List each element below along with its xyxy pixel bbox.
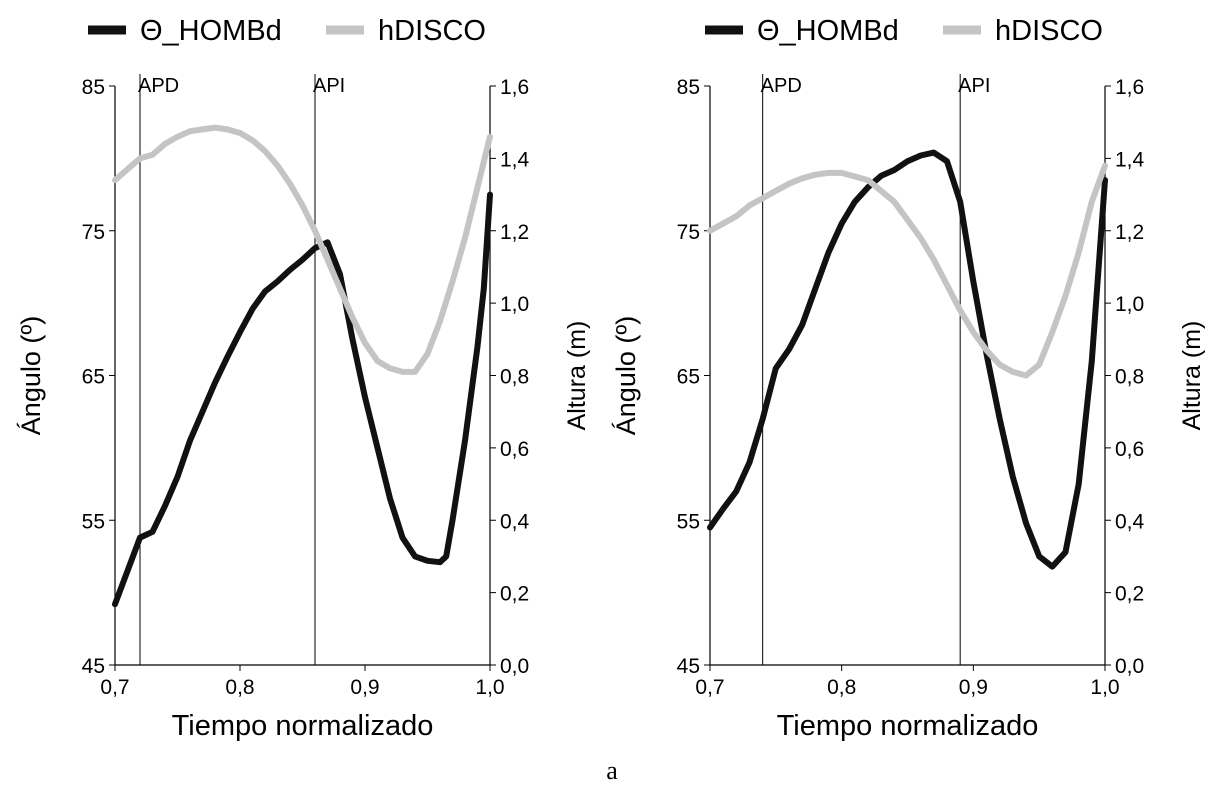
- x-tick-label: 1,0: [1090, 676, 1119, 699]
- right-y-tick-label: 0,8: [1115, 366, 1144, 389]
- x-tick-label: 0,9: [959, 676, 988, 699]
- legend-label: Θ_HOMBd: [140, 15, 282, 47]
- legend-label: Θ_HOMBd: [757, 15, 899, 47]
- right-y-tick-label: 1,2: [1115, 221, 1144, 244]
- right-y-tick-label: 0,0: [1115, 655, 1144, 678]
- left-y-tick-label: 45: [82, 655, 105, 678]
- right-y-tick-label: 0,6: [500, 438, 529, 461]
- left-y-axis-title: Ángulo (º): [611, 316, 641, 435]
- left-y-axis-title: Ángulo (º): [16, 316, 46, 435]
- x-axis-title: Tiempo normalizado: [172, 710, 434, 742]
- right-y-tick-label: 0,2: [1115, 583, 1144, 606]
- marker-label-apd: APD: [138, 75, 179, 97]
- x-tick-label: 0,9: [350, 676, 379, 699]
- marker-label-api: API: [958, 75, 990, 97]
- x-tick-label: 0,7: [695, 676, 724, 699]
- left-y-tick-label: 75: [82, 221, 105, 244]
- left-y-tick-label: 85: [82, 76, 105, 99]
- right-y-tick-label: 1,2: [500, 221, 529, 244]
- left-y-tick-label: 65: [82, 366, 105, 389]
- figure-label: a: [606, 756, 618, 785]
- right-y-tick-label: 0,8: [500, 366, 529, 389]
- right-y-axis-title: Altura (m): [1178, 321, 1206, 431]
- left-y-tick-label: 55: [82, 510, 105, 533]
- series-line-hombd: [707, 149, 1108, 570]
- chart-panel-right: 45 55 65 75 85 0,0 0,2 0,4 0,6 0,8 1,0 1,2 1,4 1,6 0,7…: [611, 15, 1206, 742]
- right-y-tick-label: 0,6: [1115, 438, 1144, 461]
- x-tick-label: 0,7: [100, 676, 129, 699]
- x-tick-label: 0,8: [225, 676, 254, 699]
- chart-panel-left: 45 55 65 75 85 0,0 0,2 0,4 0,6 0,8 1,0 1,2 1,4 1,6 0,7…: [16, 15, 591, 742]
- left-y-tick-label: 75: [677, 221, 700, 244]
- right-y-tick-label: 1,0: [1115, 293, 1144, 316]
- x-axis-title: Tiempo normalizado: [777, 710, 1039, 742]
- right-y-tick-label: 1,4: [500, 148, 530, 171]
- series-line-hdisco: [112, 124, 493, 375]
- x-tick-label: 1,0: [475, 676, 504, 699]
- right-y-tick-label: 0,2: [500, 583, 529, 606]
- right-y-tick-label: 0,4: [1115, 510, 1145, 533]
- right-y-tick-label: 1,6: [1115, 76, 1144, 99]
- right-y-tick-label: 1,0: [500, 293, 529, 316]
- legend-label: hDISCO: [378, 15, 486, 47]
- left-y-tick-label: 85: [677, 76, 700, 99]
- right-y-axis-title: Altura (m): [563, 321, 591, 431]
- right-y-tick-label: 0,4: [500, 510, 530, 533]
- left-y-tick-label: 65: [677, 366, 700, 389]
- x-tick-label: 0,8: [827, 676, 856, 699]
- legend-label: hDISCO: [995, 15, 1103, 47]
- series-line-hdisco: [707, 162, 1108, 379]
- marker-label-api: API: [313, 75, 345, 97]
- left-y-tick-label: 45: [677, 655, 700, 678]
- series-line-hombd: [112, 191, 493, 608]
- right-y-tick-label: 0,0: [500, 655, 529, 678]
- marker-label-apd: APD: [761, 75, 802, 97]
- right-y-tick-label: 1,6: [500, 76, 529, 99]
- left-y-tick-label: 55: [677, 510, 700, 533]
- right-y-tick-label: 1,4: [1115, 148, 1145, 171]
